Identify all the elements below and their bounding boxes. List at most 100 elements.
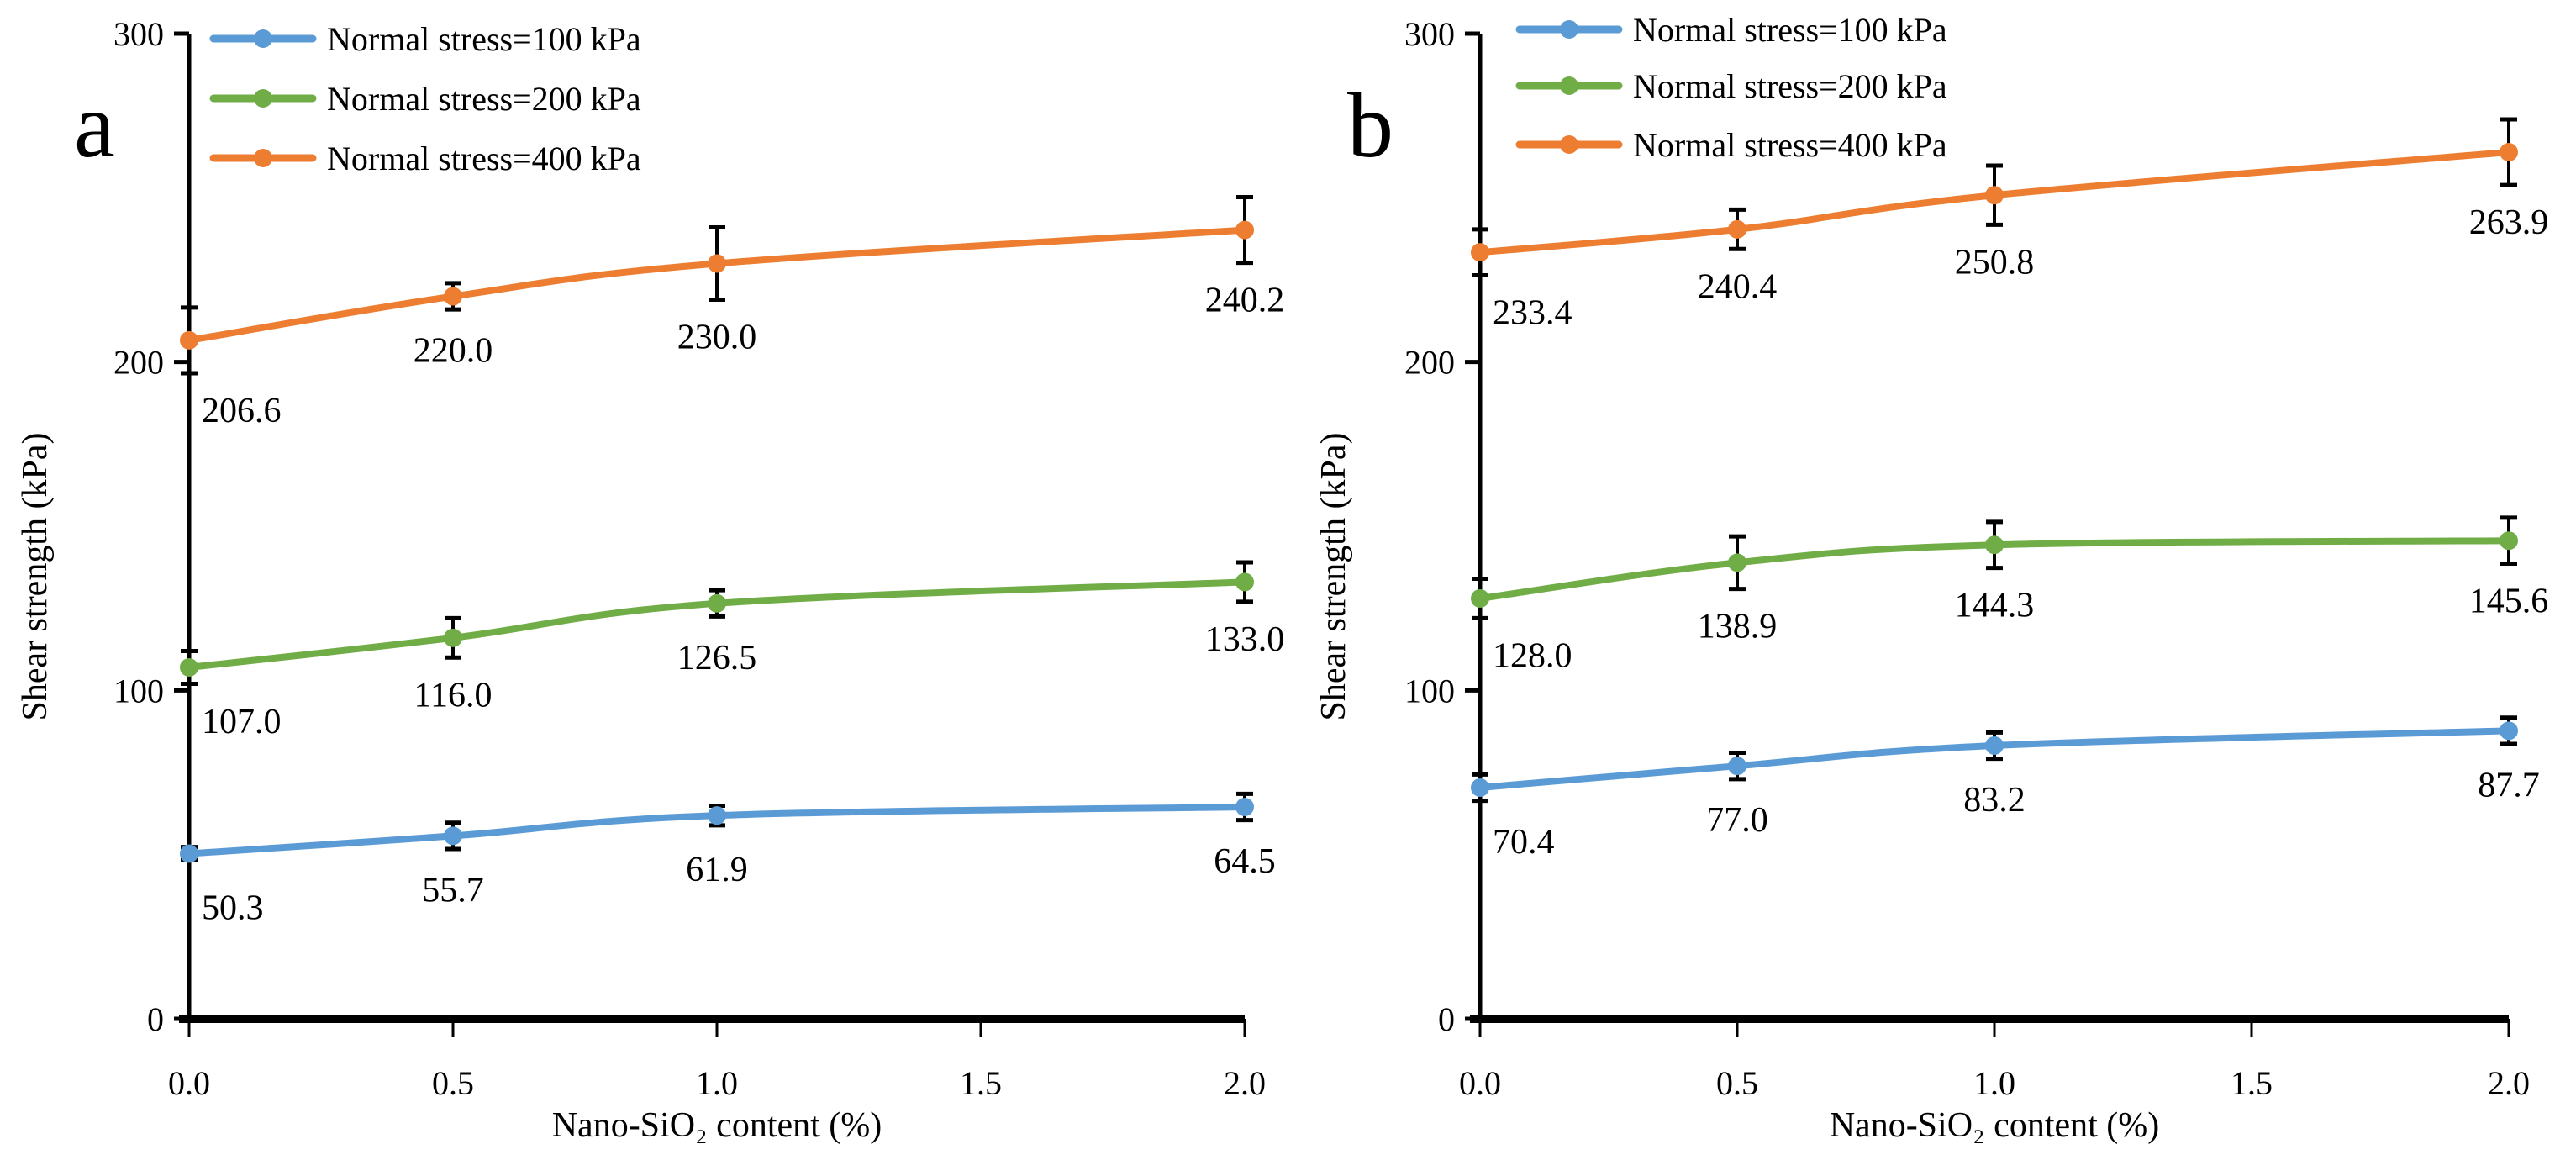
series-line [1479, 537, 2510, 602]
data-point [1471, 778, 1489, 797]
legend-swatch-marker [254, 29, 272, 48]
data-point [180, 330, 198, 350]
data-label: 240.2 [1205, 282, 1285, 320]
legend-swatch-marker [1560, 76, 1578, 95]
data-label: 87.7 [2478, 766, 2540, 804]
data-point [1985, 186, 2004, 205]
data-label: 263.9 [2469, 203, 2549, 242]
series-2: 128.0 138.9 144.3 145.6 [1471, 515, 2549, 675]
y-tick-label: 200 [113, 344, 164, 382]
legend-item: Normal stress=400 kPa [209, 140, 641, 177]
data-label: 116.0 [414, 676, 493, 714]
series-line [188, 226, 1246, 344]
legend-swatch-marker [1560, 20, 1578, 39]
x-tick-label: 1.0 [1973, 1064, 2015, 1102]
data-point [1728, 219, 1746, 239]
data-point [2500, 531, 2518, 551]
series-3: 206.6 220.0 230.0 240.2 [180, 195, 1285, 430]
legend-swatch-marker [1560, 135, 1578, 154]
data-label: 70.4 [1493, 823, 1555, 862]
legend-label: Normal stress=200 kPa [1633, 67, 1947, 105]
data-label: 220.0 [414, 332, 493, 371]
panel-label: a [74, 74, 115, 177]
x-tick-label: 2.0 [1224, 1064, 1266, 1102]
series-3: 233.4 240.4 250.8 263.9 [1471, 117, 2549, 333]
series-line [188, 804, 1246, 857]
x-tick-label: 1.0 [696, 1064, 738, 1102]
data-label: 64.5 [1214, 842, 1276, 881]
legend-item: Normal stress=200 kPa [1515, 67, 1947, 105]
y-tick-label: 300 [113, 15, 164, 53]
data-point [444, 628, 462, 647]
series-line [1479, 727, 2510, 791]
data-label: 83.2 [1963, 781, 2026, 820]
data-point [2500, 143, 2518, 162]
data-point [180, 657, 198, 677]
series-2: 107.0 116.0 126.5 133.0 [180, 560, 1284, 741]
data-point [708, 593, 726, 613]
legend-item: Normal stress=100 kPa [209, 20, 641, 58]
x-tick-label: 0.0 [1459, 1064, 1501, 1102]
data-label: 107.0 [202, 703, 282, 741]
data-label: 128.0 [1493, 636, 1572, 675]
data-label: 144.3 [1955, 587, 2035, 625]
data-point [1985, 736, 2004, 755]
data-point [1728, 757, 1746, 776]
data-label: 250.8 [1955, 243, 2035, 282]
data-point [708, 254, 726, 273]
x-axis-title: Nano-SiO₂ content (%) [1830, 1106, 2160, 1145]
data-point [1235, 220, 1254, 240]
data-label: 61.9 [686, 851, 748, 889]
data-label: 50.3 [202, 888, 264, 927]
data-point [444, 826, 462, 846]
legend-label: Normal stress=200 kPa [327, 80, 641, 118]
y-tick-label: 0 [1438, 1000, 1455, 1038]
x-tick-label: 2.0 [2488, 1064, 2530, 1102]
data-label: 138.9 [1698, 608, 1778, 646]
x-tick-label: 0.0 [168, 1064, 210, 1102]
series-line [188, 578, 1246, 671]
y-axis-title: Shear strength (kPa) [16, 433, 55, 721]
data-point [708, 806, 726, 825]
data-label: 126.5 [677, 639, 757, 678]
data-label: 55.7 [422, 871, 484, 910]
data-point [1471, 243, 1489, 262]
data-point [180, 844, 198, 863]
series-1: 50.3 55.7 61.9 64.5 [180, 791, 1276, 927]
legend-label: Normal stress=100 kPa [327, 20, 641, 58]
data-point [1985, 535, 2004, 555]
x-tick-label: 0.5 [1716, 1064, 1758, 1102]
data-point [1235, 572, 1254, 592]
series-1: 70.4 77.0 83.2 87.7 [1471, 715, 2540, 862]
legend-item: Normal stress=100 kPa [1515, 11, 1947, 49]
y-tick-label: 100 [113, 672, 164, 709]
data-point [444, 287, 462, 306]
data-label: 240.4 [1698, 267, 1778, 306]
panel-label: b [1347, 74, 1393, 177]
legend-swatch-marker [254, 89, 272, 108]
data-label: 230.0 [677, 318, 757, 356]
y-tick-label: 300 [1404, 15, 1455, 53]
x-tick-label: 1.5 [960, 1064, 1002, 1102]
legend-label: Normal stress=100 kPa [1633, 11, 1947, 49]
chart-panel-b: 0 100 200 300 0.0 0.5 1.0 1.5 2.0 Nano-SiO₂ conte… [1314, 11, 2548, 1145]
data-label: 77.0 [1706, 801, 1768, 840]
legend-label: Normal stress=400 kPa [327, 140, 641, 177]
legend-item: Normal stress=400 kPa [1515, 126, 1947, 164]
y-tick-label: 200 [1404, 344, 1455, 382]
legend-swatch-marker [254, 149, 272, 167]
series-line [1479, 149, 2510, 256]
chart-panel-a: 0 100 200 300 0.0 0.5 1.0 1.5 2.0 Nano-SiO₂ conte… [16, 15, 1284, 1145]
data-label: 145.6 [2469, 583, 2549, 621]
legend-label: Normal stress=400 kPa [1633, 126, 1947, 164]
y-axis-title: Shear strength (kPa) [1314, 433, 1353, 721]
data-point [1235, 798, 1254, 817]
y-tick-label: 100 [1404, 672, 1455, 709]
data-point [1728, 553, 1746, 572]
data-point [1471, 588, 1489, 608]
x-tick-label: 1.5 [2231, 1064, 2273, 1102]
legend-item: Normal stress=200 kPa [209, 80, 641, 118]
x-tick-label: 0.5 [432, 1064, 474, 1102]
data-label: 206.6 [202, 392, 282, 430]
